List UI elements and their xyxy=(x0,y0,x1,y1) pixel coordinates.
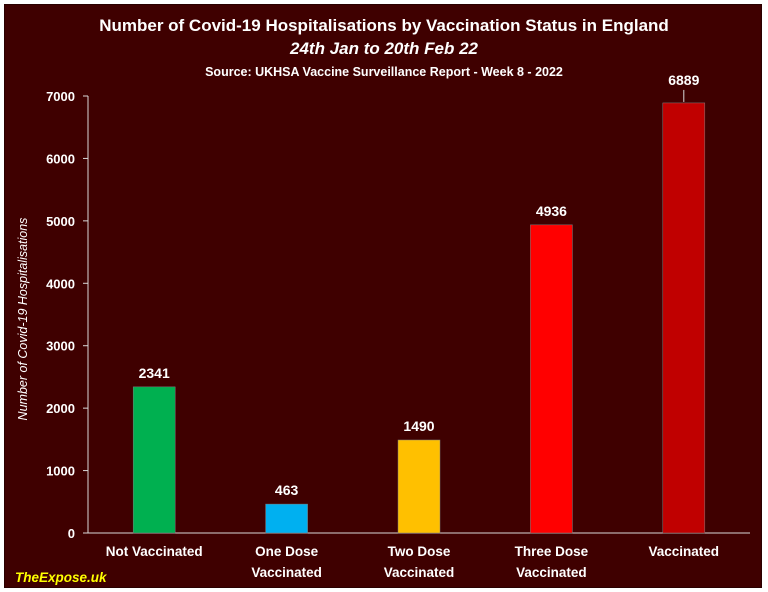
bar xyxy=(132,386,176,534)
x-tick-label: One Dose xyxy=(255,544,319,559)
y-tick-label: 1000 xyxy=(46,464,75,479)
chart-title: Number of Covid-19 Hospitalisations by V… xyxy=(99,16,669,35)
y-tick-label: 4000 xyxy=(46,276,75,291)
bar xyxy=(265,503,308,534)
data-label: 4936 xyxy=(536,203,567,219)
x-tick-label: Two Dose xyxy=(388,544,451,559)
y-tick-label: 6000 xyxy=(46,151,75,166)
chart-source: Source: UKHSA Vaccine Surveillance Repor… xyxy=(205,65,563,79)
x-tick-label: Not Vaccinated xyxy=(106,544,203,559)
y-tick-label: 2000 xyxy=(46,401,75,416)
watermark: TheExpose.uk xyxy=(15,570,108,585)
chart-subtitle: 24th Jan to 20th Feb 22 xyxy=(289,39,479,58)
y-tick-label: 0 xyxy=(68,526,75,541)
y-axis-label: Number of Covid-19 Hospitalisations xyxy=(16,218,30,421)
data-label: 6889 xyxy=(668,72,699,88)
bar xyxy=(530,224,573,534)
y-tick-label: 5000 xyxy=(46,214,75,229)
x-tick-label: Vaccinated xyxy=(516,565,587,580)
bar xyxy=(662,102,706,534)
bar xyxy=(397,439,441,534)
x-tick-label: Vaccinated xyxy=(649,544,720,559)
data-label: 463 xyxy=(275,482,299,498)
x-tick-label: Vaccinated xyxy=(251,565,322,580)
y-tick-label: 3000 xyxy=(46,339,75,354)
x-tick-label: Three Dose xyxy=(515,544,589,559)
bar-chart: Number of Covid-19 Hospitalisations by V… xyxy=(15,16,750,585)
x-tick-label: Vaccinated xyxy=(384,565,455,580)
chart-frame: Number of Covid-19 Hospitalisations by V… xyxy=(4,4,762,588)
data-label: 2341 xyxy=(139,365,170,381)
y-tick-label: 7000 xyxy=(46,89,75,104)
plot-area: 0 1000 2000 3000 4000 5000 6000 7000 2341 Not Vac… xyxy=(46,72,750,580)
data-label: 1490 xyxy=(403,418,434,434)
